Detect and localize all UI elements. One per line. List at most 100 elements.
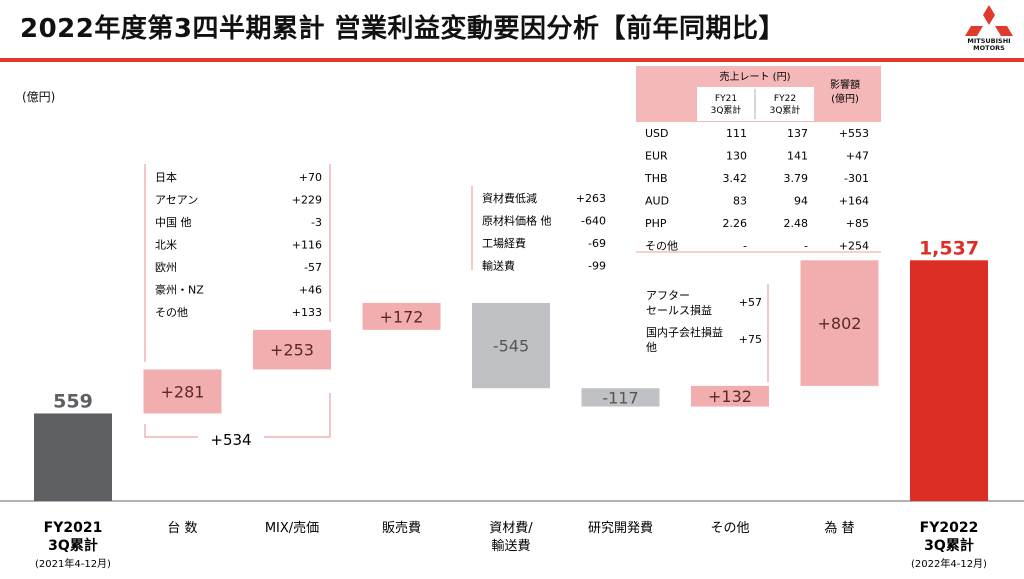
category-label: FY2022	[920, 520, 979, 536]
category-label: FY2021	[44, 520, 103, 536]
volume-breakdown-value: +116	[292, 239, 322, 252]
category-label: 輸送費	[491, 539, 530, 554]
volume-breakdown-value: +229	[292, 194, 322, 207]
category-label: MIX/売価	[265, 520, 319, 536]
fx-currency: EUR	[645, 150, 668, 163]
fx-fy22-rate: 3.79	[784, 172, 809, 185]
fx-impact: -301	[844, 172, 869, 185]
volume-breakdown-value: +133	[292, 306, 322, 319]
bar-value-label: -117	[602, 388, 638, 407]
fx-rate-header: 売上レート (円)	[720, 70, 791, 83]
volume-breakdown-label: その他	[155, 306, 188, 319]
fx-fy22-rate: 2.48	[784, 217, 809, 230]
volume-breakdown-value: -57	[304, 261, 322, 274]
bar	[362, 302, 441, 330]
fx-currency: AUD	[645, 195, 669, 208]
fx-impact: +85	[846, 217, 869, 230]
other-breakdown-label: アフター	[646, 289, 690, 302]
volume-breakdown-value: +70	[299, 171, 322, 184]
bar	[910, 260, 988, 501]
material-breakdown-label: 資材費低減	[482, 191, 537, 205]
volume-breakdown-label: 日本	[155, 170, 177, 184]
other-breakdown-label: 国内子会社損益	[646, 325, 723, 339]
bracket-label-bg	[198, 430, 264, 446]
fx-impact: +254	[839, 240, 869, 253]
fx-impact-header: (億円)	[831, 92, 859, 105]
category-label: 為 替	[824, 520, 854, 536]
other-breakdown-label: 他	[646, 341, 657, 354]
fx-fy22-rate: 141	[787, 150, 808, 163]
fx-impact: +164	[839, 195, 869, 208]
combined-label: +534	[210, 431, 251, 449]
category-label: 販売費	[382, 520, 421, 536]
volume-breakdown-label: 北米	[155, 239, 177, 252]
fx-fy21-rate: 83	[733, 195, 747, 208]
fx-currency: PHP	[645, 217, 667, 230]
page-title: 2022年度第3四半期累計 営業利益変動要因分析【前年同期比】	[20, 14, 786, 44]
category-label: 研究開発費	[588, 521, 653, 536]
fx-fy21-rate: 130	[726, 150, 747, 163]
bar	[800, 260, 879, 386]
category-label: 台 数	[167, 521, 197, 536]
bar	[691, 385, 769, 407]
bar	[581, 388, 660, 407]
bar-value-label: +132	[708, 387, 752, 406]
fx-fy21-rate: 111	[726, 127, 747, 140]
category-label: 3Q累計	[48, 537, 98, 554]
fx-impact: +47	[846, 150, 869, 163]
volume-breakdown-label: 中国 他	[155, 216, 192, 229]
category-sublabel: (2022年4-12月)	[911, 557, 987, 570]
category-label: 3Q累計	[924, 537, 974, 554]
other-breakdown-value: +57	[739, 296, 762, 309]
logo-text-line2: MOTORS	[973, 44, 1005, 52]
bar-value-label: +253	[270, 341, 314, 360]
fx-fy22-header: FY22	[774, 94, 796, 104]
bar	[34, 413, 112, 501]
fx-fy21-header: 3Q累計	[711, 104, 742, 116]
material-breakdown-value: -69	[588, 237, 606, 250]
category-sublabel: (2021年4-12月)	[35, 557, 111, 570]
fx-fy22-header: 3Q累計	[770, 104, 801, 116]
mitsubishi-logo: MITSUBISHI MOTORS	[962, 4, 1016, 54]
volume-breakdown-value: +46	[299, 284, 322, 297]
fx-impact-header: 影響額	[830, 78, 860, 91]
volume-breakdown-value: -3	[311, 216, 322, 229]
fx-fy21-header: FY21	[715, 94, 737, 104]
bar	[253, 329, 331, 370]
fx-table-subheader-bg	[697, 87, 814, 121]
fx-impact: +553	[839, 127, 869, 140]
unit-label: (億円)	[22, 90, 56, 104]
fx-fy21-rate: -	[743, 240, 747, 253]
fx-fy22-rate: -	[804, 240, 808, 253]
fx-currency: USD	[645, 127, 669, 140]
fx-fy21-rate: 2.26	[723, 217, 748, 230]
fx-fy22-rate: 94	[794, 195, 808, 208]
material-breakdown-label: 輸送費	[482, 259, 515, 273]
material-breakdown-value: -99	[588, 260, 606, 273]
bar-value-label: +172	[380, 307, 424, 326]
three-diamonds-icon	[965, 5, 1013, 36]
volume-breakdown-label: 欧州	[155, 261, 177, 274]
bar-value-label: +281	[161, 382, 205, 401]
material-breakdown-label: 工場経費	[482, 236, 526, 250]
category-label: 資材費/	[489, 521, 533, 536]
fx-fy21-rate: 3.42	[723, 172, 748, 185]
bar-value-label: -545	[493, 337, 529, 356]
logo-text-line1: MITSUBISHI	[967, 37, 1011, 45]
bar-value-label: 1,537	[919, 237, 979, 259]
title-divider	[0, 58, 1024, 62]
category-label: その他	[710, 521, 749, 536]
fx-fy22-rate: 137	[787, 127, 808, 140]
bar-value-label: 559	[53, 390, 93, 412]
bar	[143, 369, 222, 414]
bar-value-label: +802	[818, 314, 862, 333]
fx-currency: その他	[645, 240, 678, 253]
material-breakdown-value: -640	[581, 215, 606, 228]
material-breakdown-label: 原材料価格 他	[482, 214, 552, 228]
volume-breakdown-label: アセアン	[155, 194, 198, 207]
volume-breakdown-label: 豪州・NZ	[155, 283, 204, 297]
fx-currency: THB	[644, 172, 668, 185]
bar	[472, 302, 550, 389]
material-breakdown-value: +263	[576, 192, 606, 205]
